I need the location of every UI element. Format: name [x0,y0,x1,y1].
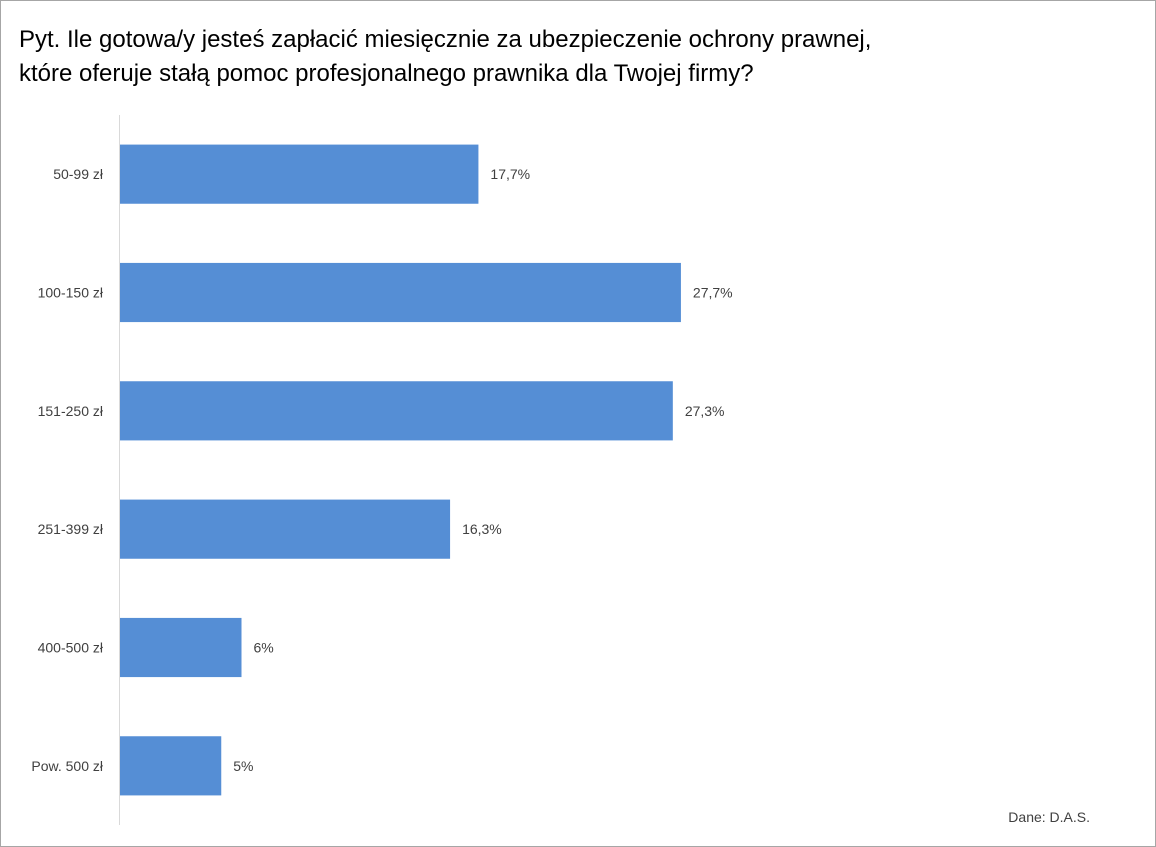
category-label-3: 251-399 zł [38,521,104,537]
source-note: Dane: D.A.S. [1008,809,1090,825]
value-label-1: 27,7% [693,285,733,301]
chart-title: Pyt. Ile gotowa/y jesteś zapłacić miesię… [19,23,1019,91]
category-labels-group: 50-99 zł 100-150 zł 151-250 zł 251-399 zł 40… [31,166,103,774]
bar-3 [120,499,451,559]
category-label-2: 151-250 zł [38,403,104,419]
bar-5 [120,736,222,796]
bar-0 [120,144,479,204]
value-label-4: 6% [254,640,274,656]
value-label-5: 5% [233,758,253,774]
value-label-0: 17,7% [490,166,530,182]
bars-group [120,144,681,796]
chart-title-line-2: które oferuje stałą pomoc profesjonalneg… [19,60,754,87]
chart-title-line-1: Pyt. Ile gotowa/y jesteś zapłacić miesię… [19,26,872,53]
category-label-1: 100-150 zł [38,285,104,301]
bar-1 [120,262,681,323]
value-labels-group: 17,7% 27,7% 27,3% 16,3% 6% 5% [233,166,732,774]
category-label-4: 400-500 zł [38,640,104,656]
value-label-2: 27,3% [685,403,725,419]
category-label-0: 50-99 zł [53,166,104,182]
value-label-3: 16,3% [462,521,502,537]
bar-2 [120,381,673,441]
bar-4 [120,617,242,678]
category-label-5: Pow. 500 zł [31,758,103,774]
